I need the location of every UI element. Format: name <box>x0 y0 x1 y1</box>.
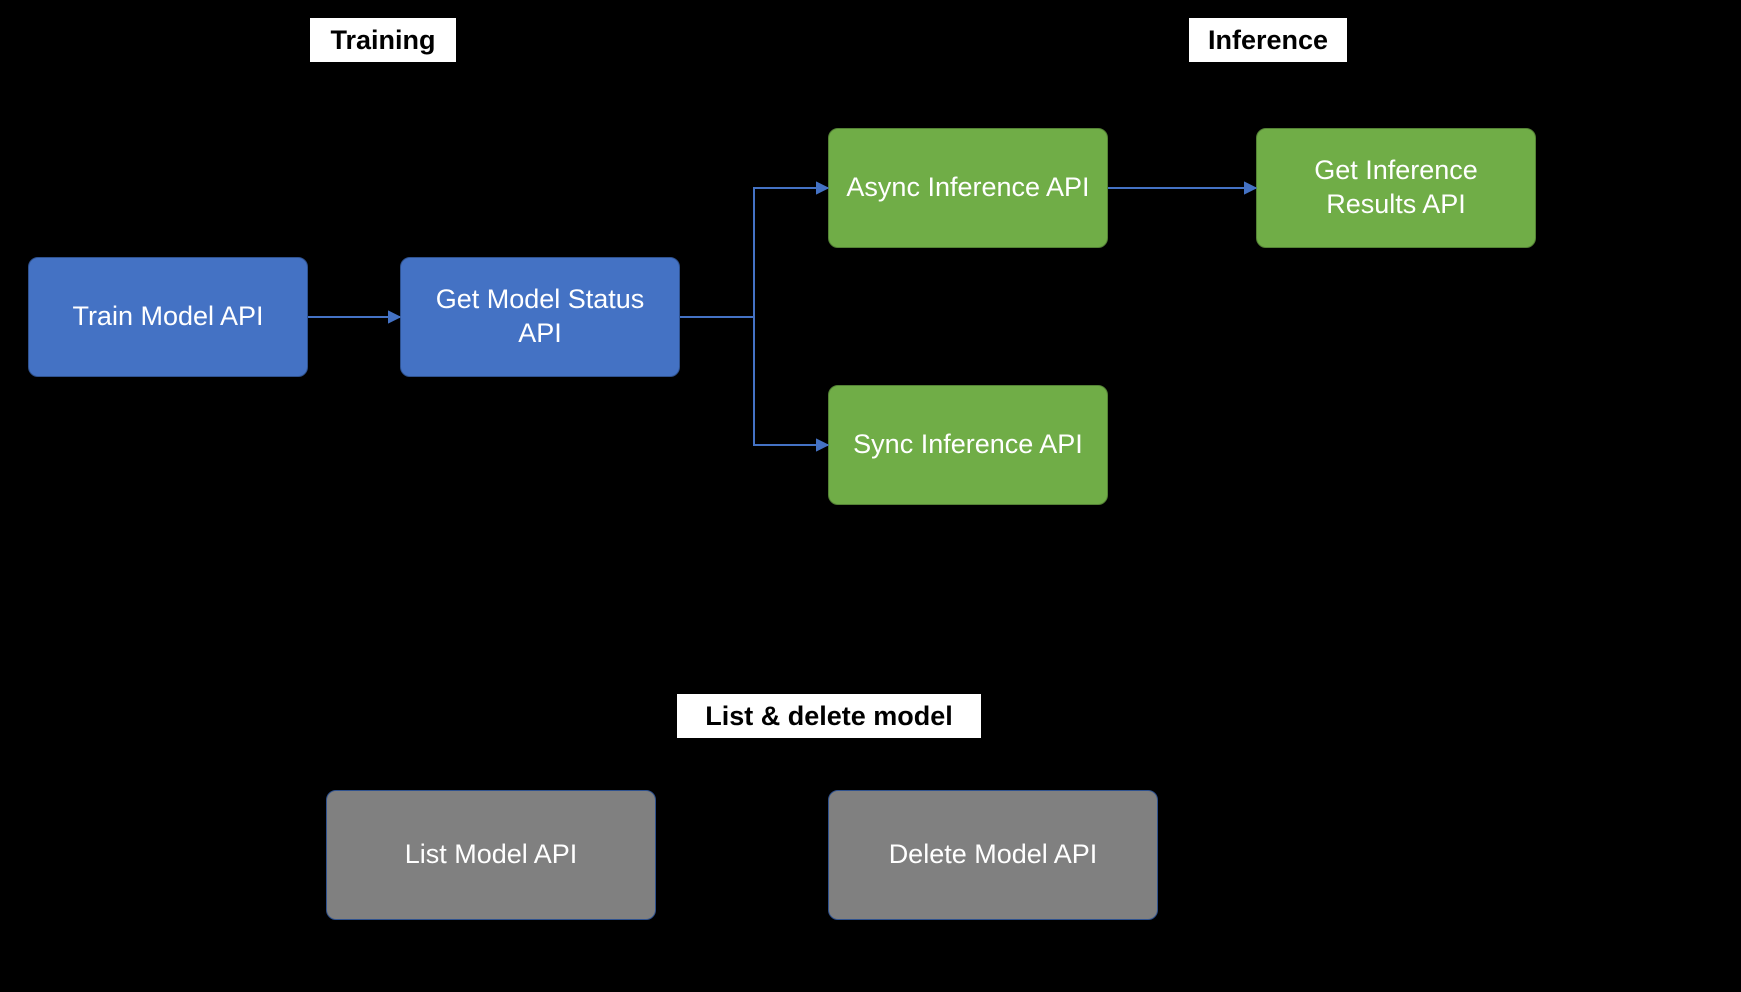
node-get-model-status-api: Get Model Status API <box>400 257 680 377</box>
section-label-list-delete: List & delete model <box>676 693 982 739</box>
node-get-inference-results-api: Get Inference Results API <box>1256 128 1536 248</box>
edge <box>680 188 828 317</box>
node-delete-model-api: Delete Model API <box>828 790 1158 920</box>
node-async-inference-api: Async Inference API <box>828 128 1108 248</box>
node-train-model-api: Train Model API <box>28 257 308 377</box>
node-list-model-api: List Model API <box>326 790 656 920</box>
section-label-training: Training <box>309 17 457 63</box>
diagram-canvas: Training Inference List & delete model T… <box>0 0 1741 992</box>
node-sync-inference-api: Sync Inference API <box>828 385 1108 505</box>
section-label-inference: Inference <box>1188 17 1348 63</box>
edge <box>680 317 828 445</box>
